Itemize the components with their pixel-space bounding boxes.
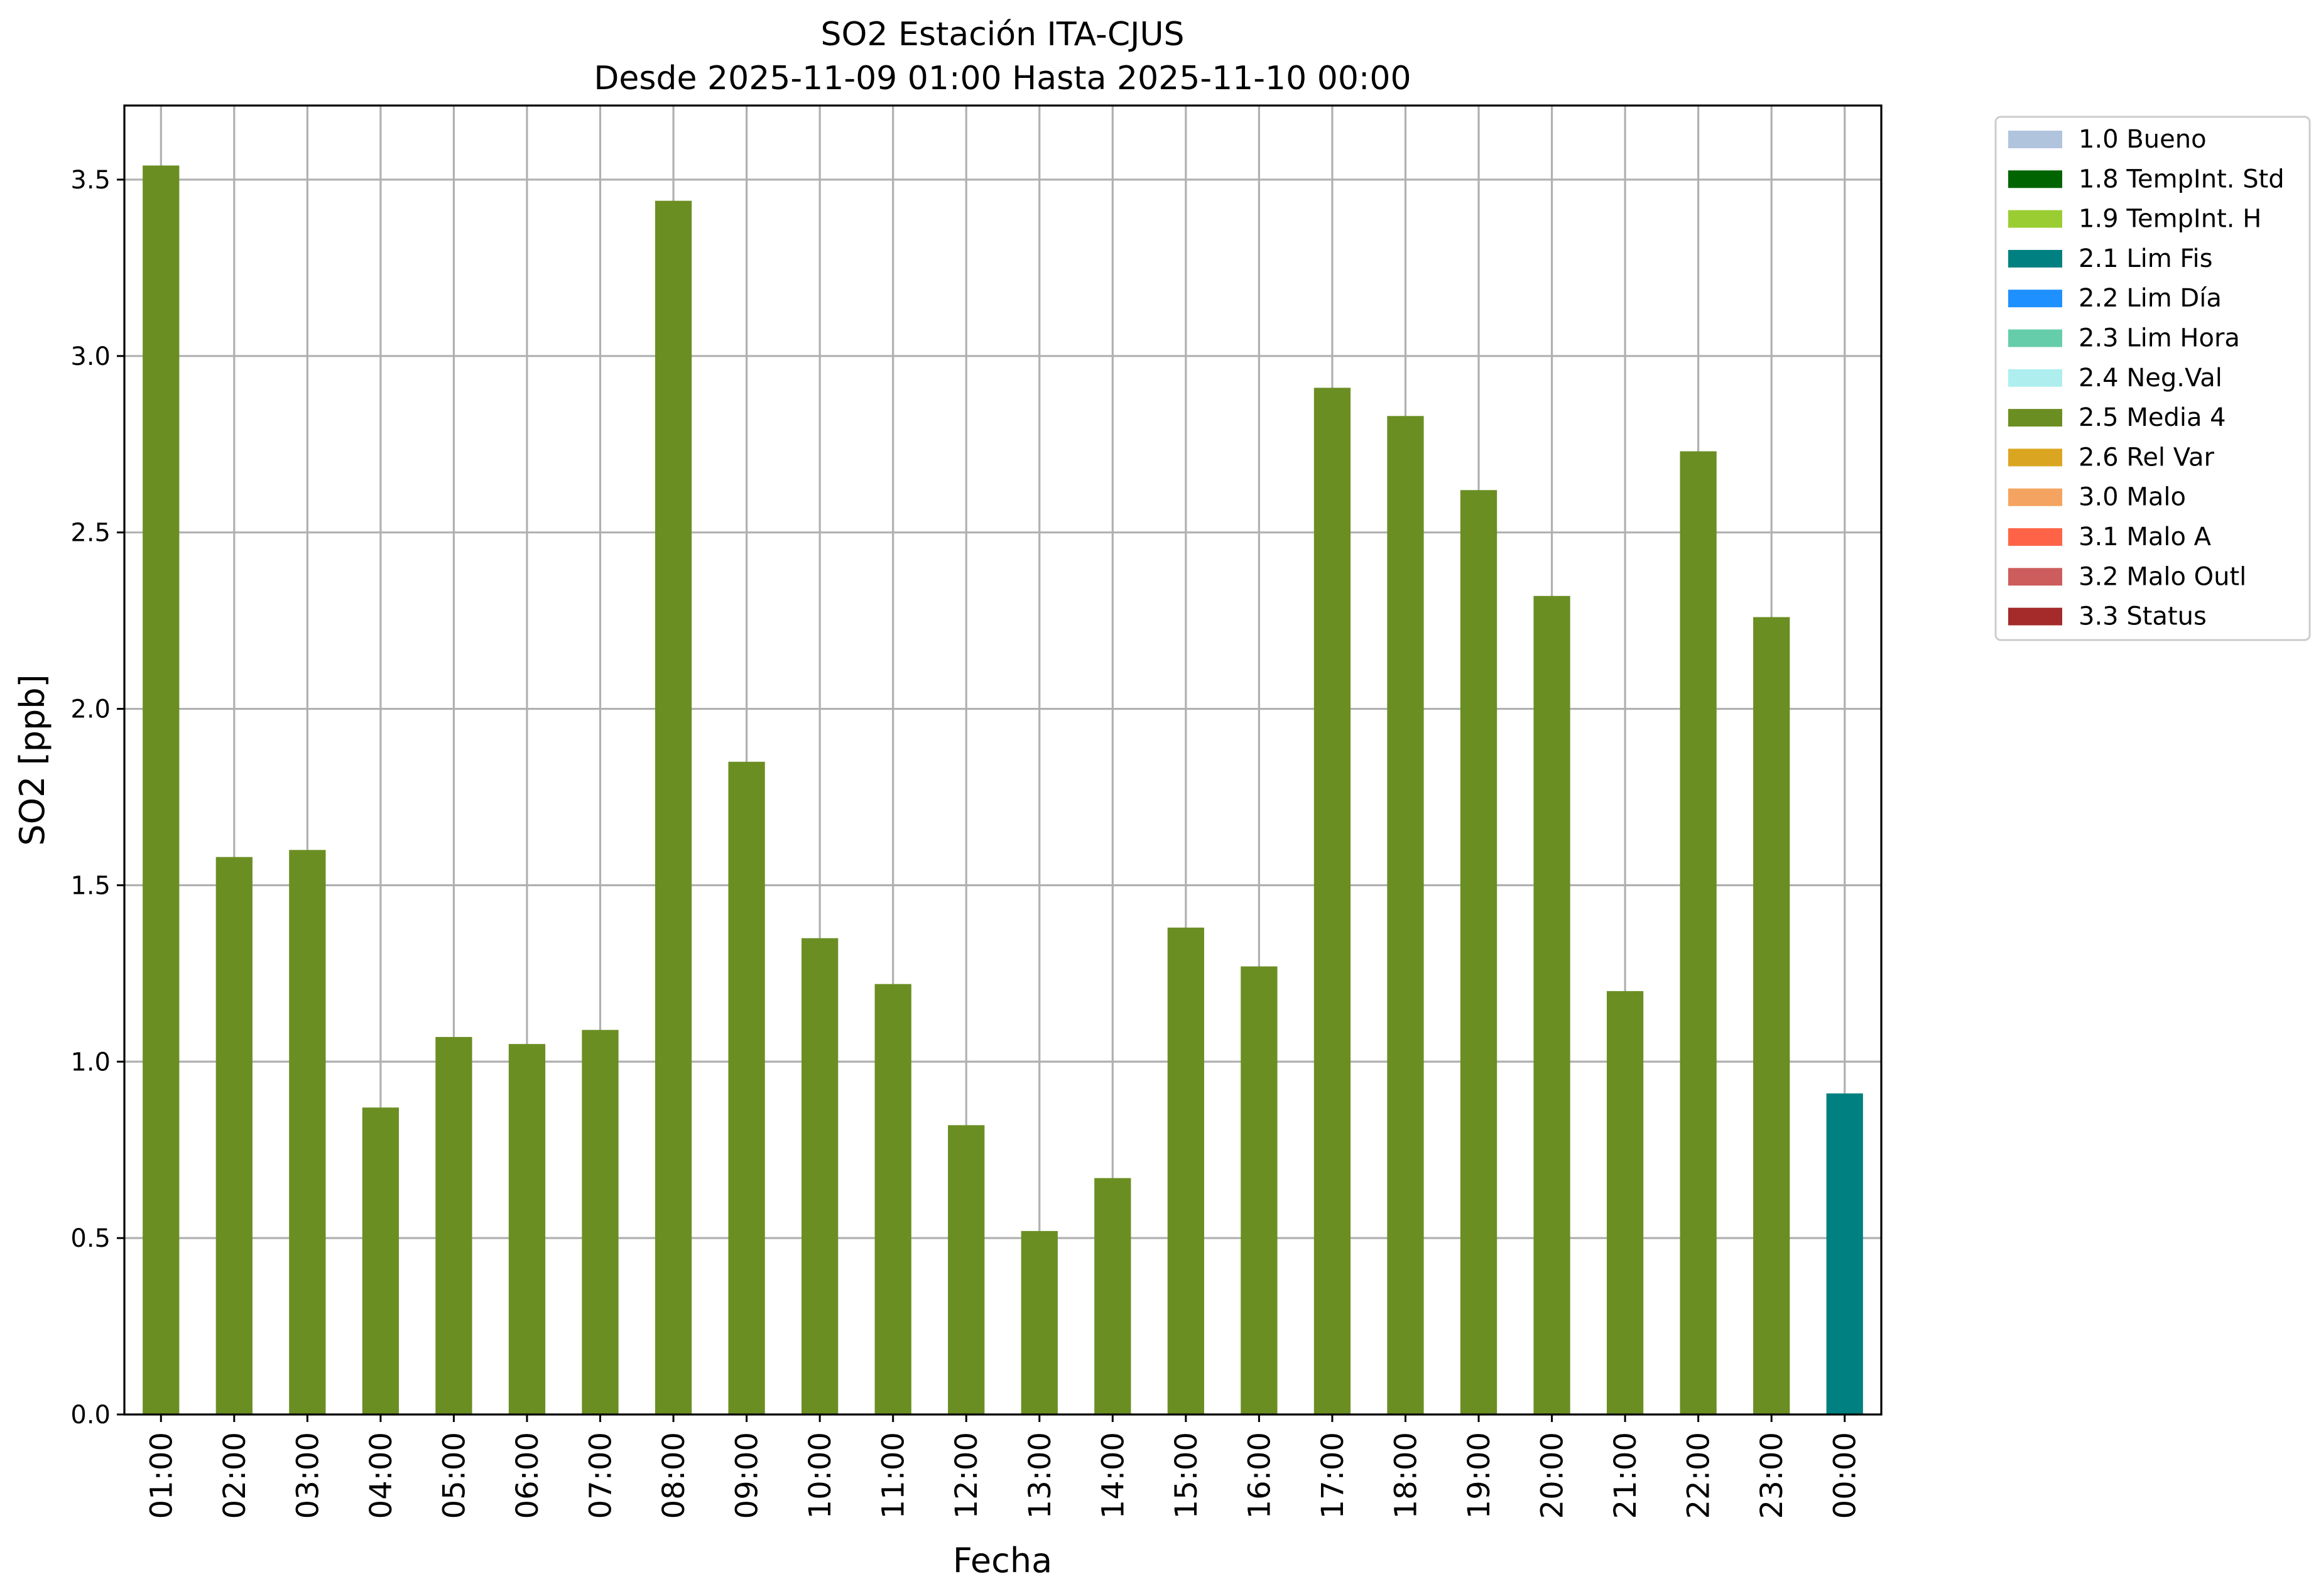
legend-label: 3.0 Malo	[2079, 483, 2186, 512]
x-axis-label: Fecha	[953, 1541, 1052, 1580]
x-tick-label: 20:00	[1535, 1432, 1570, 1519]
y-tick-label: 2.0	[70, 695, 111, 724]
y-tick-label: 3.0	[70, 342, 111, 371]
x-tick-label: 09:00	[730, 1432, 765, 1519]
legend-swatch	[2008, 249, 2062, 268]
x-tick-label: 22:00	[1682, 1432, 1717, 1519]
x-tick-label: 07:00	[584, 1432, 619, 1519]
legend-label: 1.9 TempInt. H	[2079, 205, 2261, 234]
x-tick-label: 03:00	[290, 1432, 325, 1519]
x-tick-label: 08:00	[656, 1432, 692, 1519]
x-tick-label: 06:00	[510, 1432, 545, 1519]
legend-swatch	[2008, 131, 2062, 148]
legend-label: 3.1 Malo A	[2079, 523, 2212, 551]
legend-label: 2.1 Lim Fis	[2079, 244, 2212, 273]
x-tick-label: 02:00	[217, 1432, 253, 1519]
x-tick-label: 19:00	[1462, 1432, 1497, 1519]
x-tick-label: 13:00	[1023, 1432, 1058, 1519]
x-tick-label: 17:00	[1315, 1432, 1351, 1519]
y-tick-label: 0.0	[70, 1401, 111, 1430]
x-tick-label: 15:00	[1169, 1432, 1204, 1519]
y-tick-label: 3.5	[70, 166, 111, 195]
bar-1500	[1167, 927, 1204, 1414]
legend-swatch	[2008, 488, 2062, 506]
bar-0400	[362, 1107, 400, 1414]
bars	[143, 165, 1863, 1415]
x-tick-label: 01:00	[144, 1432, 179, 1519]
bar-2300	[1753, 617, 1790, 1414]
legend-label: 2.6 Rel Var	[2079, 443, 2215, 472]
bar-0200	[215, 857, 253, 1414]
bar-2200	[1680, 451, 1717, 1415]
bar-0300	[289, 850, 326, 1414]
bar-1700	[1313, 388, 1351, 1414]
chart-subtitle: Desde 2025-11-09 01:00 Hasta 2025-11-10 …	[594, 60, 1411, 97]
x-tick-label: 23:00	[1754, 1432, 1790, 1519]
x-tick-label: 05:00	[437, 1432, 472, 1519]
legend-swatch	[2008, 409, 2062, 427]
legend-swatch	[2008, 210, 2062, 228]
legend-label: 3.2 Malo Outl	[2079, 562, 2246, 591]
bar-2000	[1533, 595, 1570, 1414]
x-tick-label: 18:00	[1388, 1432, 1423, 1519]
x-tick-label: 04:00	[364, 1432, 399, 1519]
bar-0900	[728, 761, 765, 1414]
x-tick-label: 00:00	[1828, 1432, 1863, 1519]
x-tick-label: 21:00	[1608, 1432, 1643, 1519]
legend-label: 2.5 Media 4	[2079, 403, 2226, 432]
bar-0100	[143, 165, 180, 1414]
bar-1600	[1241, 966, 1278, 1414]
legend-label: 1.8 TempInt. Std	[2079, 165, 2285, 193]
chart-title: SO2 Estación ITA-CJUS	[820, 16, 1184, 53]
bar-0700	[582, 1029, 619, 1414]
plot-area-frame	[123, 104, 1883, 1416]
bar-1000	[802, 938, 839, 1414]
legend-swatch	[2008, 170, 2062, 188]
x-tick-label: 11:00	[876, 1432, 911, 1519]
bar-1400	[1094, 1178, 1131, 1414]
legend-label: 2.2 Lim Día	[2079, 284, 2222, 313]
x-tick-label: 12:00	[949, 1432, 984, 1519]
bar-2100	[1606, 991, 1644, 1414]
bar-1100	[874, 984, 911, 1414]
bar-1300	[1021, 1230, 1058, 1414]
legend-label: 2.3 Lim Hora	[2079, 324, 2240, 353]
bar-1800	[1387, 416, 1424, 1414]
bar-1900	[1460, 490, 1498, 1415]
legend-swatch	[2008, 607, 2062, 626]
axis-ticks: 0.0 0.5 1.0 1.5 2.0 2.5 3.0 3.5 01:00 02:00 03:00 0…	[70, 166, 1862, 1519]
y-tick-label: 1.0	[70, 1048, 111, 1077]
x-tick-label: 14:00	[1095, 1432, 1131, 1519]
y-tick-label: 1.5	[70, 871, 111, 900]
legend-label: 2.4 Neg.Val	[2079, 364, 2222, 393]
legend-swatch	[2008, 329, 2062, 347]
legend-swatch	[2008, 568, 2062, 586]
x-tick-label: 16:00	[1242, 1432, 1277, 1519]
legend-label: 3.3 Status	[2079, 602, 2207, 631]
legend-box	[1994, 116, 2311, 641]
bar-0500	[435, 1036, 472, 1414]
legend-swatch	[2008, 448, 2062, 467]
y-tick-label: 2.5	[70, 519, 111, 548]
legend-swatch	[2008, 290, 2062, 308]
y-tick-label: 0.5	[70, 1224, 111, 1253]
legend-swatch	[2008, 369, 2062, 387]
legend: 1.0 Bueno 1.8 TempInt. Std 1.9 TempInt. H 2…	[1994, 116, 2311, 641]
bar-0000	[1826, 1093, 1863, 1414]
bar-0800	[655, 200, 692, 1414]
legend-label: 1.0 Bueno	[2079, 125, 2207, 154]
legend-swatch	[2008, 528, 2062, 546]
bar-0600	[508, 1044, 546, 1414]
bar-1200	[948, 1125, 985, 1414]
x-tick-label: 10:00	[803, 1432, 838, 1519]
y-axis-label: SO2 [ppb]	[13, 674, 52, 845]
